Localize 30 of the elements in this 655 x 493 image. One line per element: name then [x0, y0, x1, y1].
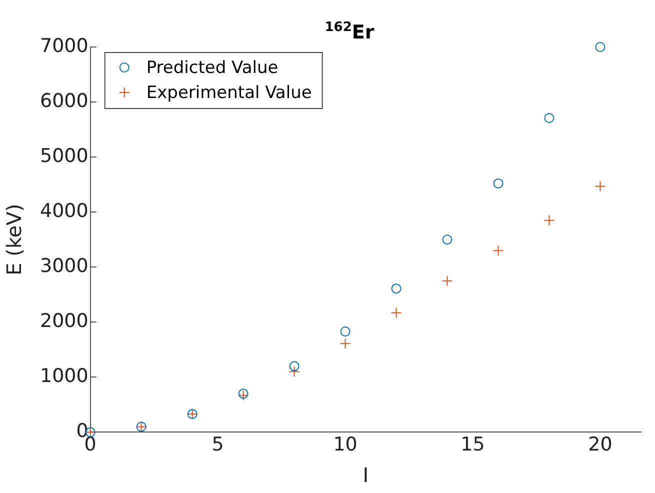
point — [595, 42, 606, 52]
point — [340, 326, 350, 336]
y-tick-label: 3000 — [40, 255, 88, 278]
y-tick-label: 6000 — [40, 90, 88, 112]
point — [493, 178, 504, 188]
x-tick-label: 20 — [588, 434, 612, 456]
y-tick-label: 2000 — [40, 310, 88, 332]
x-tick-label: 5 — [212, 434, 224, 456]
y-tick-label: 4000 — [40, 200, 88, 222]
chart-title: $^{162}$Er — [324, 20, 376, 44]
y-tick-label: 7000 — [40, 34, 88, 57]
x-tick-label: 10 — [333, 434, 358, 456]
x-tick-label: 15 — [460, 434, 485, 456]
point — [492, 245, 504, 256]
point — [544, 214, 555, 226]
y-axis-title: E (keV) — [2, 204, 26, 276]
point — [442, 275, 453, 286]
y-tick-label: 5000 — [40, 144, 88, 167]
point — [288, 366, 300, 378]
point — [544, 112, 554, 123]
x-axis-title: I — [362, 463, 369, 488]
legend-label: Predicted Value — [146, 58, 278, 78]
point — [594, 180, 606, 192]
point — [390, 307, 402, 318]
point — [340, 338, 351, 350]
point — [442, 234, 452, 245]
point — [391, 284, 402, 294]
legend-label: Experimental Value — [146, 82, 312, 103]
point — [289, 361, 300, 372]
y-tick-label: 1000 — [40, 365, 88, 388]
